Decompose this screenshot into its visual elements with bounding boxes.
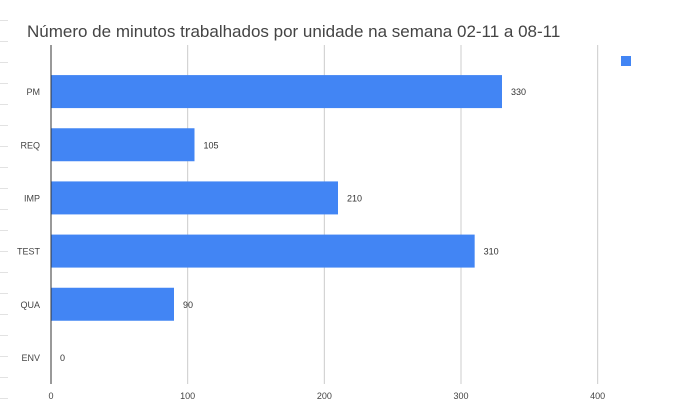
sheet-gridline [0,125,8,126]
y-category-label: IMP [24,193,40,203]
sheet-gridline [0,314,8,315]
y-category-label: QUA [20,300,40,310]
bar [51,181,338,215]
x-tick-label: 200 [317,391,332,401]
sheet-gridline [0,83,8,84]
data-label: 0 [60,353,65,363]
sheet-gridline [0,41,8,42]
bar [51,75,502,109]
sheet-gridline [0,146,8,147]
sheet-gridline [0,62,8,63]
bar [51,234,475,268]
legend-swatch [621,56,631,66]
y-category-label: TEST [17,247,41,257]
sheet-gridline [0,251,8,252]
x-tick-label: 300 [453,391,468,401]
data-label: 90 [183,300,193,310]
chart-title: Número de minutos trabalhados por unidad… [27,22,561,41]
sheet-gridline [0,293,8,294]
data-label: 210 [347,193,362,203]
data-label: 105 [204,140,219,150]
bar [51,128,195,162]
sheet-gridline [0,398,8,399]
sheet-gridline [0,20,8,21]
sheet-gridline [0,335,8,336]
data-label: 330 [511,87,526,97]
sheet-gridline [0,230,8,231]
y-category-label: PM [27,87,41,97]
x-tick-label: 400 [590,391,605,401]
y-category-label: ENV [21,353,40,363]
x-tick-label: 100 [180,391,195,401]
data-label: 310 [484,247,499,257]
sheet-gridline [0,209,8,210]
sheet-gridline [0,377,8,378]
x-tick-label: 0 [48,391,53,401]
sheet-gridline [0,356,8,357]
sheet-gridline [0,272,8,273]
sheet-gridline [0,167,8,168]
y-category-label: REQ [20,140,40,150]
sheet-gridline [0,104,8,105]
bar [51,287,174,321]
sheet-gridline [0,188,8,189]
